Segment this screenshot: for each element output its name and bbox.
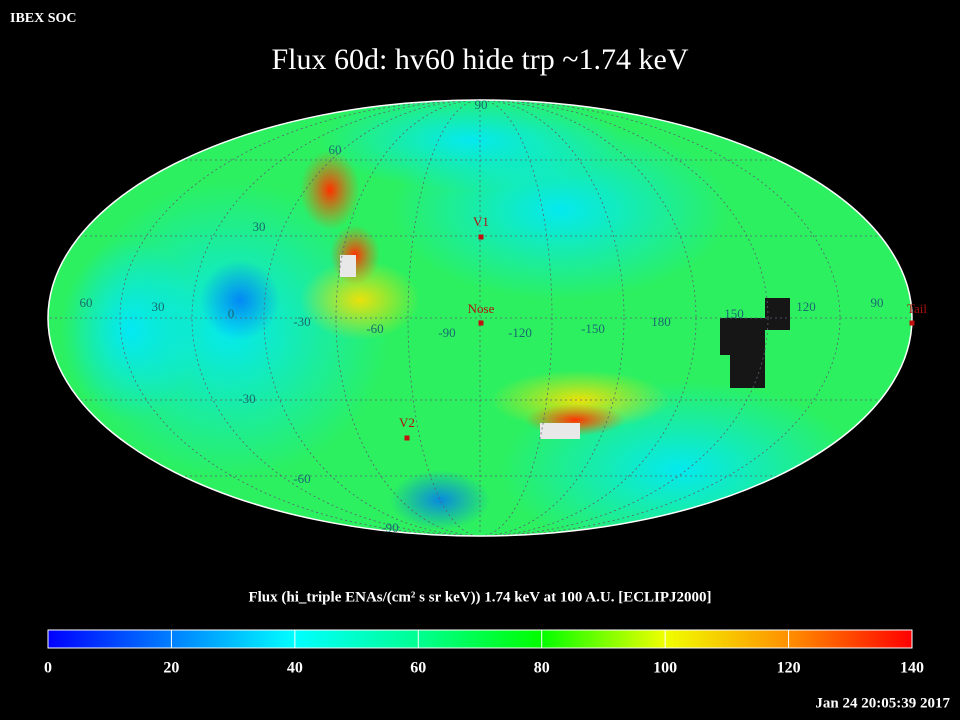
longitude-label: 180 — [651, 314, 671, 329]
colorbar-tick-label: 60 — [410, 660, 426, 677]
colorbar — [47, 629, 913, 649]
colorbar-tick-label: 80 — [534, 660, 550, 677]
longitude-label: 60 — [80, 295, 93, 310]
sky-map — [48, 100, 912, 536]
colorbar-title: Flux (hi_triple ENAs/(cm² s sr keV)) 1.7… — [248, 589, 711, 605]
marker-label: Tail — [907, 301, 927, 316]
marker-label: V1 — [473, 214, 489, 229]
marker-dot — [478, 234, 484, 240]
latitude-label: 60 — [329, 142, 342, 157]
marker-label: V2 — [399, 415, 415, 430]
marker-label: Nose — [468, 301, 495, 316]
longitude-label: -30 — [293, 314, 310, 329]
colorbar-tick-label: 40 — [287, 660, 303, 677]
longitude-label: 150 — [724, 306, 744, 321]
colorbar-tick-label: 140 — [900, 660, 924, 677]
longitude-label: -120 — [508, 325, 532, 340]
latitude-label: -30 — [238, 391, 255, 406]
colorbar-tick-label: 20 — [163, 660, 179, 677]
latitude-label: 90 — [475, 97, 488, 112]
timestamp: Jan 24 20:05:39 2017 — [815, 695, 950, 711]
longitude-label: 0 — [228, 306, 235, 321]
latitude-label: 30 — [253, 219, 266, 234]
colorbar-tick-label: 0 — [44, 660, 52, 677]
header-label: IBEX SOC — [10, 11, 77, 26]
longitude-label: -90 — [438, 325, 455, 340]
longitude-label: 120 — [796, 299, 816, 314]
longitude-label: -150 — [581, 321, 605, 336]
longitude-label: -60 — [366, 321, 383, 336]
marker-dot — [404, 435, 410, 441]
marker-dot — [909, 320, 915, 326]
longitude-label: 30 — [152, 299, 165, 314]
title: Flux 60d: hv60 hide trp ~1.74 keV — [271, 43, 688, 76]
map-outline — [47, 99, 913, 537]
marker-dot — [478, 320, 484, 326]
colorbar-tick-label: 120 — [777, 660, 801, 677]
latitude-label: -60 — [293, 471, 310, 486]
longitude-label: 90 — [871, 295, 884, 310]
colorbar-tick-label: 100 — [653, 660, 677, 677]
latitude-label: -90 — [381, 520, 398, 535]
